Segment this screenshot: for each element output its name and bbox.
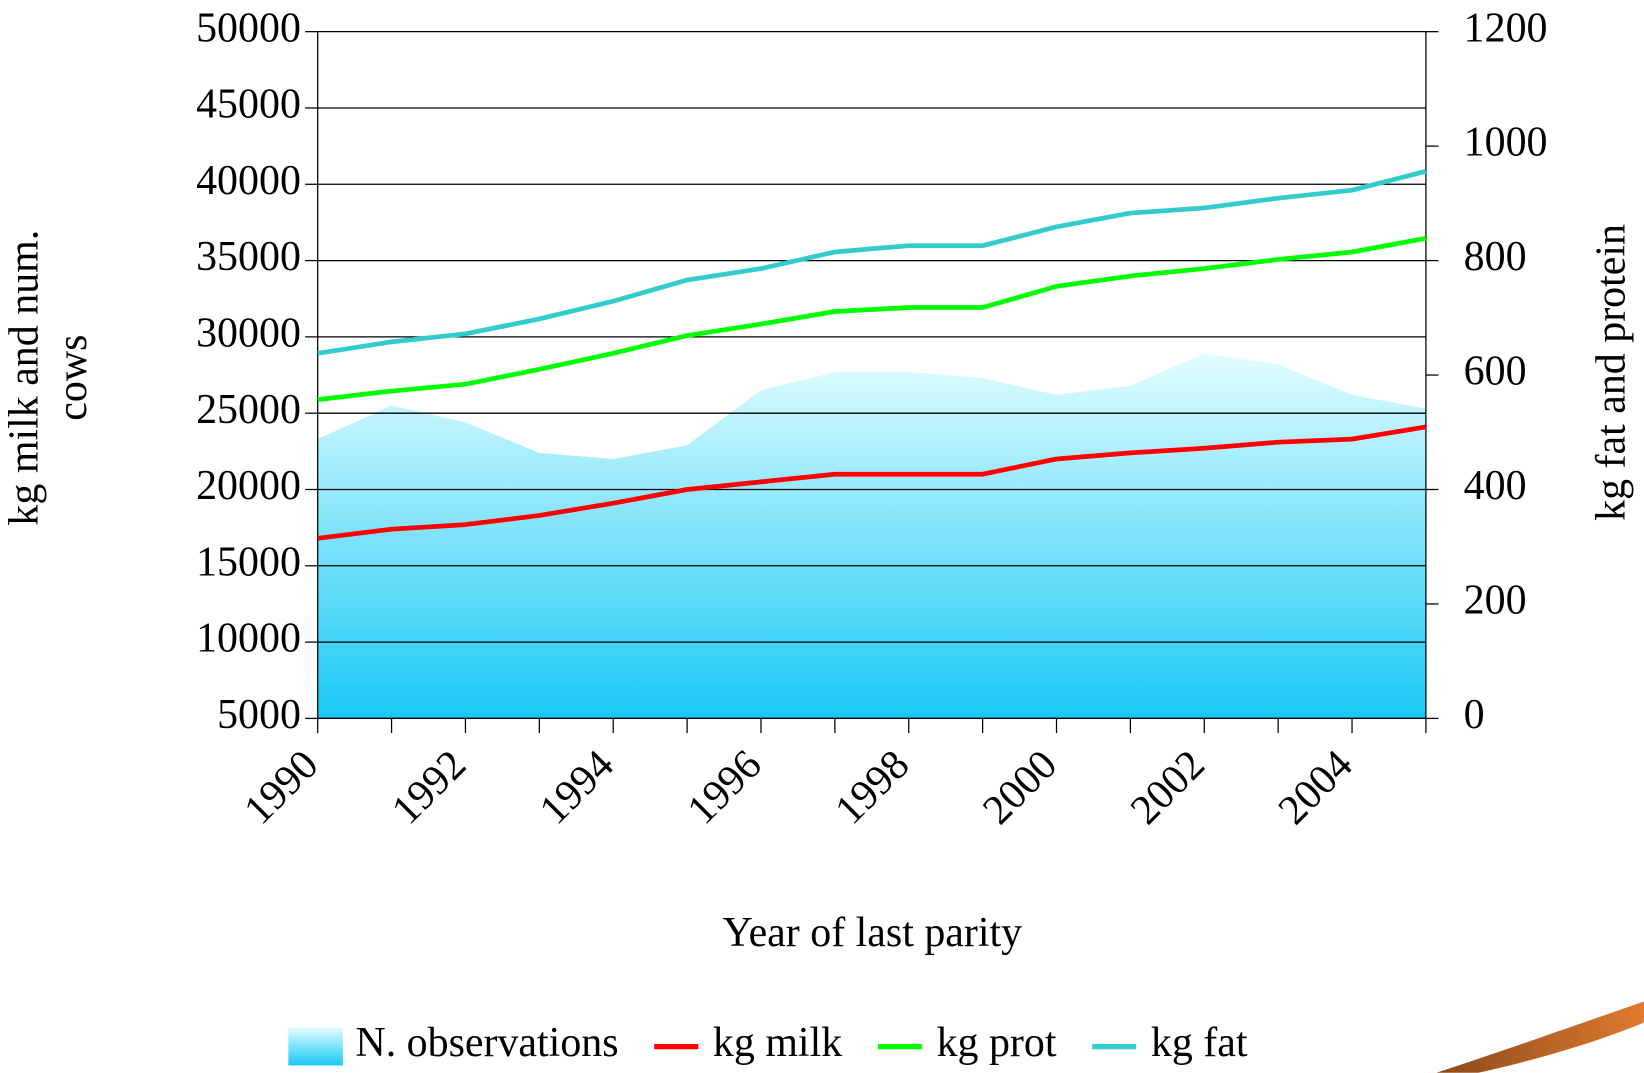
x-axis-title: Year of last parity — [723, 910, 1023, 956]
x-tick-label: 2002 — [1122, 742, 1214, 834]
x-tick-label: 1996 — [679, 742, 771, 834]
line — [317, 169, 1427, 356]
line — [317, 424, 1427, 541]
y-tick-label: 45000 — [196, 82, 301, 128]
area — [317, 353, 1426, 719]
y2-tick-label: 1000 — [1464, 120, 1548, 166]
decoration — [1436, 1001, 1644, 1073]
x-tick-label: 1990 — [236, 742, 328, 834]
y2-tick-label: 1200 — [1464, 5, 1548, 51]
y-tick-label: 35000 — [196, 234, 301, 280]
x-tick-label: 1994 — [531, 742, 623, 834]
x-tick-label: 1998 — [827, 742, 919, 834]
y-tick-label: 10000 — [196, 616, 301, 662]
y-axis-title-box: kg milk and num. cows — [0, 229, 96, 526]
y2-tick-label: 600 — [1464, 349, 1527, 395]
legend-label: kg fat — [1151, 1020, 1248, 1066]
y2-axis-title: kg fat and protein — [1588, 224, 1634, 521]
x-tick-label: 1992 — [383, 742, 475, 834]
line — [317, 235, 1427, 402]
plot-area: 5000100001500020000250003000035000400004… — [196, 5, 1547, 833]
legend-label: kg prot — [937, 1020, 1057, 1066]
y2-tick-label: 800 — [1464, 234, 1527, 280]
y-tick-label: 5000 — [217, 692, 301, 738]
y2-tick-label: 0 — [1464, 692, 1485, 738]
y-axis-title: kg milk and num. cows — [0, 229, 96, 526]
y-tick-label: 20000 — [196, 463, 301, 509]
y2-tick-label: 400 — [1464, 463, 1527, 509]
y2-tick-label: 200 — [1464, 578, 1527, 624]
legend-swatch — [288, 1027, 343, 1066]
y-tick-label: 50000 — [196, 5, 301, 51]
legend-label: kg milk — [713, 1020, 842, 1066]
x-tick-label: 2000 — [974, 742, 1066, 834]
y-tick-label: 15000 — [196, 539, 301, 585]
y-tick-label: 40000 — [196, 158, 301, 204]
legend-label: N. observations — [355, 1020, 618, 1066]
y-tick-label: 30000 — [196, 311, 301, 357]
x-tick-label: 2004 — [1270, 742, 1362, 834]
y-tick-label: 25000 — [196, 387, 301, 433]
